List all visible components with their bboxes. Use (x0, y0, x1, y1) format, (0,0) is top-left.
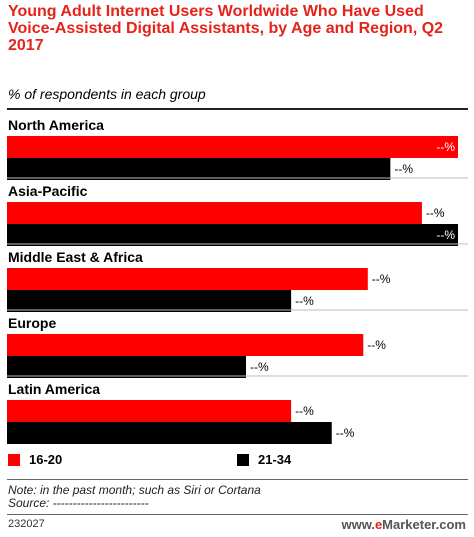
legend-label-16-20: 16-20 (29, 452, 63, 467)
category-label-asia-pacific: Asia-Pacific (8, 183, 88, 199)
bar-latin-america-16-20 (7, 400, 292, 422)
legend-label-21-34: 21-34 (258, 452, 292, 467)
emarketer-logo: www.eMarketer.com (341, 517, 466, 532)
brand-e: e (374, 517, 383, 532)
bar-latin-america-21-34 (7, 422, 332, 444)
bar-middle-east-africa-21-34 (7, 290, 292, 312)
note-text: Note: in the past month; such as Siri or… (8, 483, 261, 497)
bar-north-america-21-34 (7, 158, 391, 180)
bar-chart: North America --% --% Asia-Pacific --% --% Mid… (7, 117, 468, 444)
legend-swatch-16-20 (8, 453, 20, 466)
data-label-north-america-16-20: --% (436, 140, 455, 154)
bar-north-america-16-20 (7, 136, 458, 158)
footer-notes: Note: in the past month; such as Siri or… (8, 484, 261, 510)
header-divider (7, 108, 468, 110)
bar-asia-pacific-21-34 (7, 224, 458, 246)
data-label-europe-16-20: --% (367, 338, 386, 352)
bar-europe-21-34 (7, 356, 247, 378)
data-label-middle-east-africa-21-34: --% (295, 294, 314, 308)
brand-prefix: www. (341, 517, 375, 532)
legend-item-16-20: 16-20 (8, 452, 62, 467)
footer-divider (7, 479, 468, 480)
chart-title: Young Adult Internet Users Worldwide Who… (8, 3, 444, 54)
chart-id: 232027 (8, 518, 45, 530)
category-label-north-america: North America (8, 117, 104, 133)
data-label-asia-pacific-16-20: --% (426, 206, 445, 220)
data-label-asia-pacific-21-34: --% (436, 228, 455, 242)
category-label-latin-america: Latin America (8, 381, 100, 397)
footer-bottom-divider (7, 514, 468, 515)
bar-europe-16-20 (7, 334, 364, 356)
source-text: Source: ------------------------ (8, 496, 149, 510)
data-label-europe-21-34: --% (250, 360, 269, 374)
data-label-middle-east-africa-16-20: --% (372, 272, 391, 286)
chart-subtitle: % of respondents in each group (8, 86, 206, 102)
bar-middle-east-africa-16-20 (7, 268, 368, 290)
brand-rest: Marketer.com (382, 517, 466, 532)
data-label-north-america-21-34: --% (394, 162, 413, 176)
category-label-europe: Europe (8, 315, 56, 331)
data-label-latin-america-21-34: --% (336, 426, 355, 440)
bar-asia-pacific-16-20 (7, 202, 422, 224)
legend-swatch-21-34 (237, 453, 249, 466)
category-label-middle-east-africa: Middle East & Africa (8, 249, 143, 265)
legend-item-21-34: 21-34 (237, 452, 291, 467)
data-label-latin-america-16-20: --% (295, 404, 314, 418)
